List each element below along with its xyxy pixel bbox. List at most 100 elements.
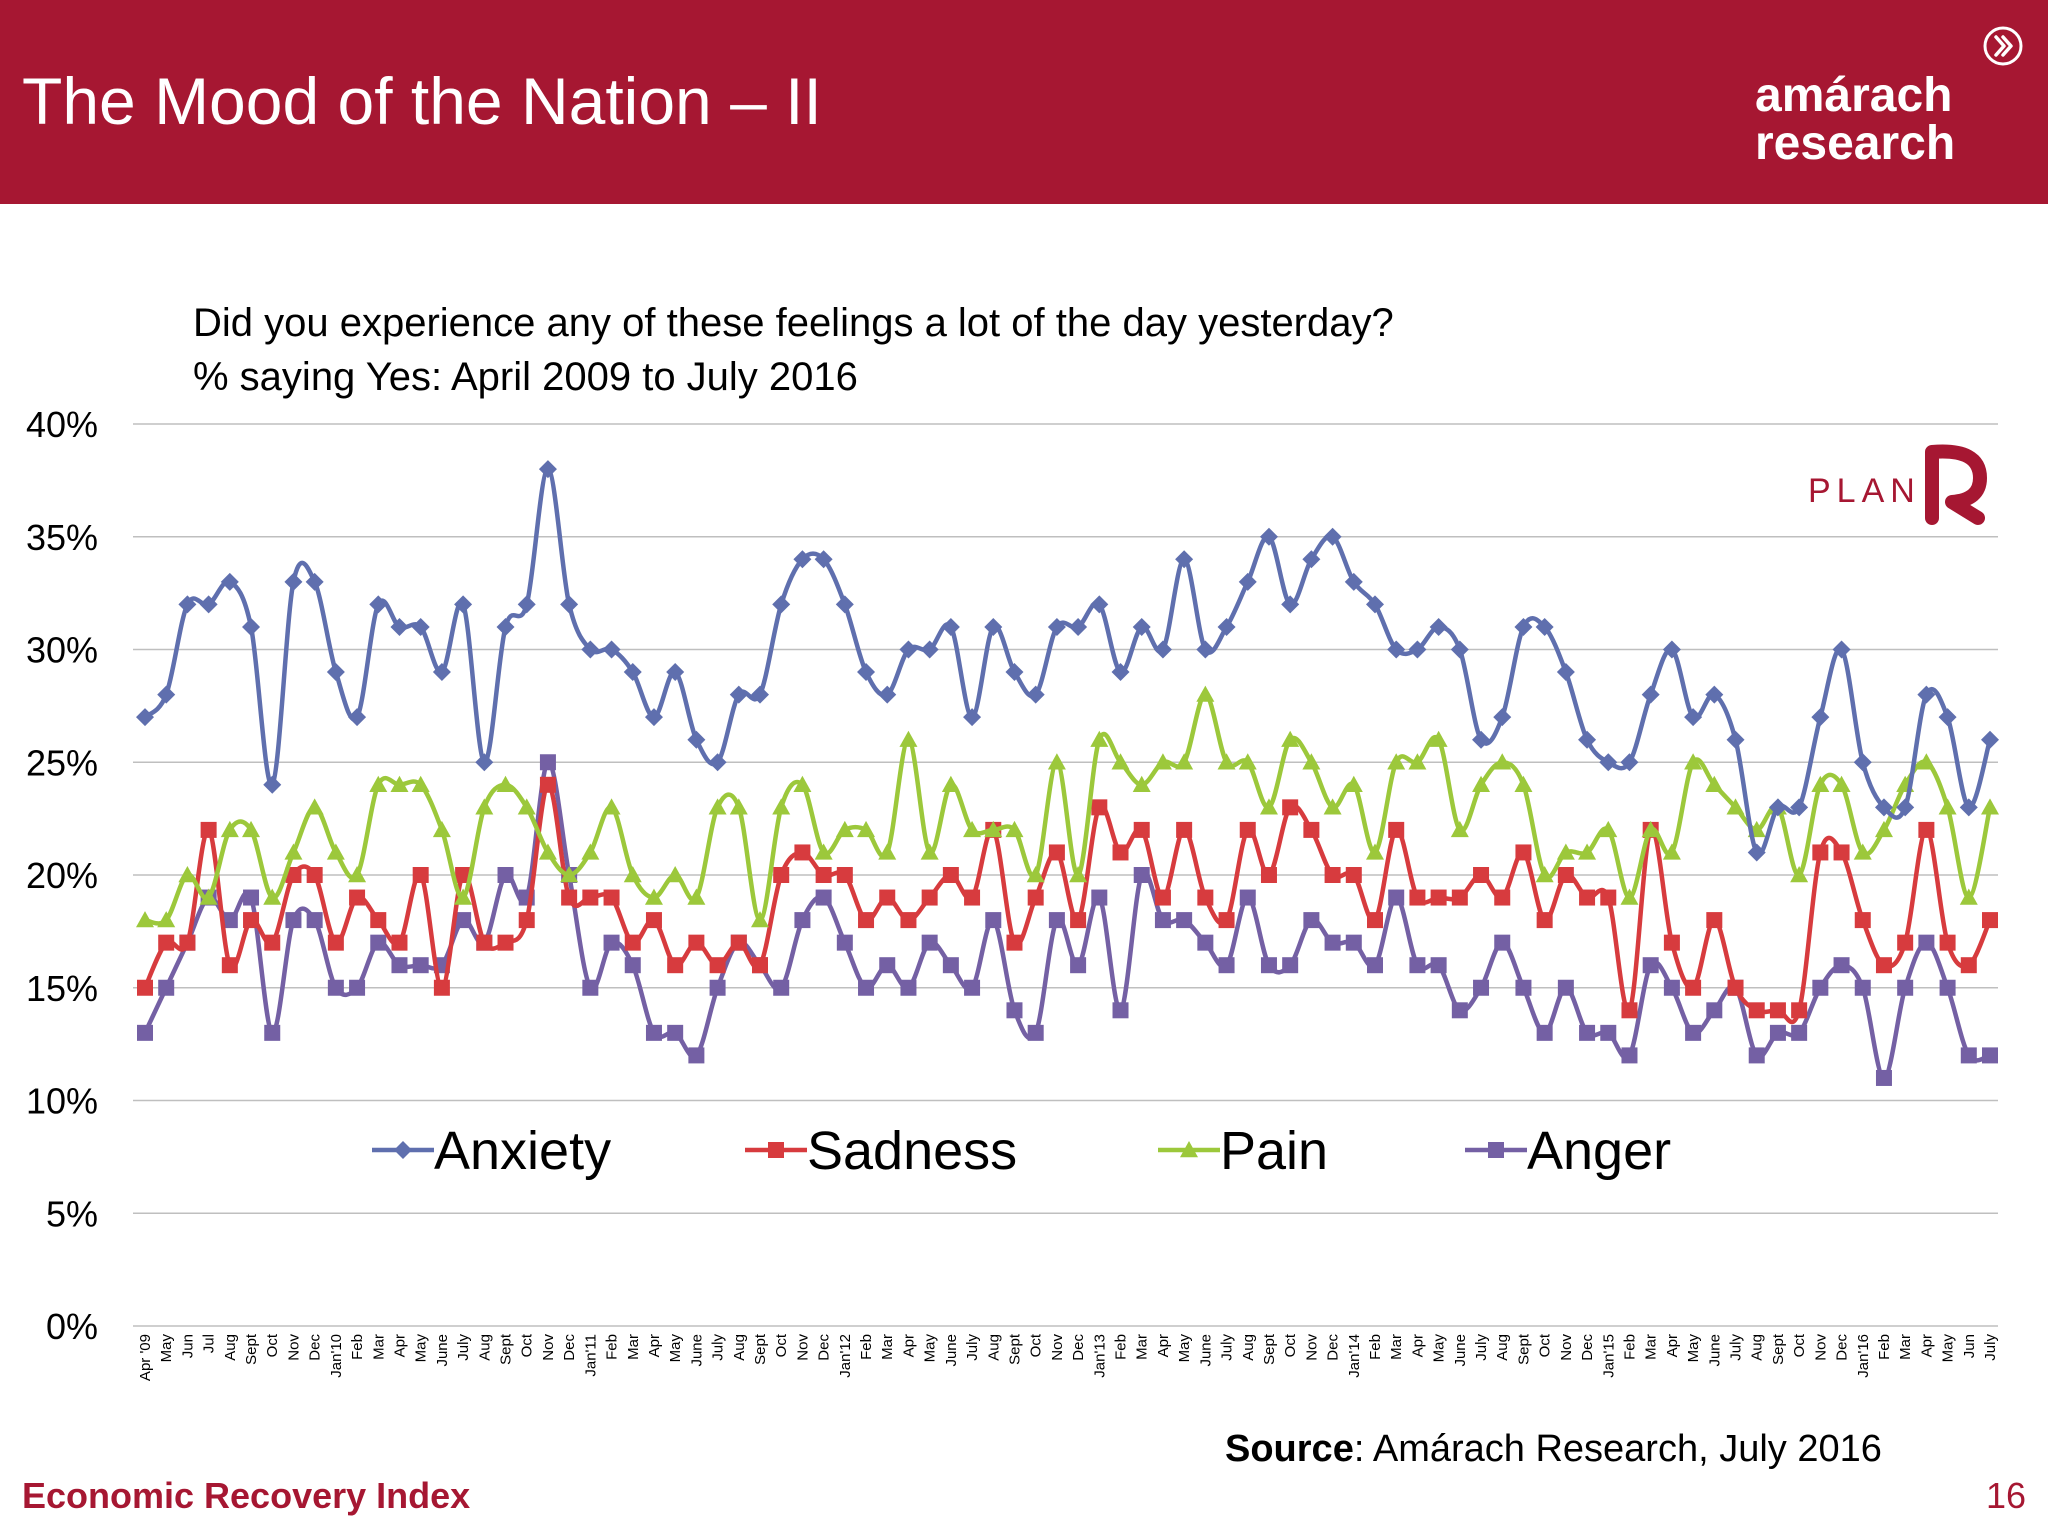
data-point xyxy=(1897,979,1914,996)
x-tick-label: Feb xyxy=(1113,1334,1130,1360)
data-point xyxy=(645,912,662,929)
data-point xyxy=(1429,617,1448,636)
data-point xyxy=(1153,640,1172,659)
data-point xyxy=(772,798,791,815)
data-point xyxy=(1260,957,1277,974)
data-point xyxy=(1939,979,1956,996)
data-point xyxy=(709,957,726,974)
data-point xyxy=(1663,934,1680,951)
data-point xyxy=(942,957,959,974)
data-point xyxy=(963,708,982,727)
data-point xyxy=(1112,1002,1129,1019)
x-tick-label: Aug xyxy=(1494,1334,1511,1361)
data-point xyxy=(1175,753,1194,770)
data-point xyxy=(221,957,238,974)
x-tick-label: Nov xyxy=(1812,1334,1829,1361)
data-point xyxy=(433,979,450,996)
data-point xyxy=(709,979,726,996)
x-tick-label: Feb xyxy=(1621,1334,1638,1360)
data-point xyxy=(1579,889,1596,906)
data-point xyxy=(1175,550,1194,569)
x-tick-label: Oct xyxy=(1028,1333,1045,1357)
data-point xyxy=(538,460,557,479)
y-tick-label: 20% xyxy=(26,855,98,896)
data-point xyxy=(752,957,768,974)
data-point xyxy=(369,775,388,792)
data-point xyxy=(561,889,578,906)
data-point xyxy=(1938,708,1957,727)
data-point xyxy=(645,1024,662,1041)
data-point xyxy=(497,867,514,883)
data-point xyxy=(390,617,409,636)
y-tick-label: 0% xyxy=(46,1306,98,1347)
plan-logo-text: PLAN xyxy=(1808,472,1921,510)
data-point xyxy=(1238,572,1257,591)
data-point xyxy=(581,640,600,659)
x-tick-label: Nov xyxy=(1049,1334,1066,1361)
data-point xyxy=(1048,912,1065,929)
data-point xyxy=(1282,957,1299,974)
data-point xyxy=(1874,820,1893,838)
data-point xyxy=(137,1024,153,1041)
x-tick-label: Jan'12 xyxy=(837,1334,854,1378)
data-point xyxy=(920,843,939,860)
x-tick-label: Nov xyxy=(540,1334,557,1361)
data-point xyxy=(1430,957,1447,974)
data-point xyxy=(1090,730,1109,747)
data-point xyxy=(941,617,960,636)
data-point xyxy=(432,663,451,682)
x-tick-label: Aug xyxy=(1749,1334,1766,1361)
data-point xyxy=(794,844,811,861)
data-point xyxy=(858,912,875,929)
data-point xyxy=(1091,799,1108,816)
data-point xyxy=(1832,640,1851,659)
data-point xyxy=(1959,798,1978,817)
x-tick-label: Jul xyxy=(201,1334,218,1353)
data-point xyxy=(1027,1024,1044,1041)
data-point xyxy=(390,775,409,792)
data-point xyxy=(327,979,344,996)
data-point xyxy=(243,912,260,929)
data-point xyxy=(1684,753,1703,770)
data-point xyxy=(1069,617,1088,636)
x-tick-label: Oct xyxy=(773,1333,790,1357)
data-point xyxy=(623,663,642,682)
x-tick-label: Apr xyxy=(1409,1334,1426,1357)
data-point xyxy=(1599,753,1618,772)
series-line-anxiety xyxy=(143,466,1993,857)
x-tick-label: Apr xyxy=(1918,1334,1935,1357)
x-tick-label: Feb xyxy=(604,1334,621,1360)
data-point xyxy=(1982,912,1998,929)
data-point xyxy=(1918,821,1935,838)
data-point xyxy=(1302,550,1321,569)
data-point xyxy=(1768,798,1787,817)
data-point xyxy=(1536,1024,1553,1041)
data-point xyxy=(284,572,303,591)
data-point xyxy=(284,843,303,860)
data-point xyxy=(815,889,832,906)
data-point xyxy=(370,912,387,929)
data-point xyxy=(1621,1047,1638,1064)
footer-title: Economic Recovery Index xyxy=(22,1475,471,1516)
y-tick-label: 5% xyxy=(46,1193,98,1234)
data-point xyxy=(1366,843,1384,860)
data-point xyxy=(1493,753,1512,770)
source-label: Source xyxy=(1225,1428,1354,1470)
data-point xyxy=(1726,730,1745,749)
data-point xyxy=(708,798,727,815)
data-point xyxy=(1324,934,1341,951)
data-point xyxy=(1344,572,1363,591)
data-point xyxy=(199,888,218,905)
data-point xyxy=(1791,1024,1808,1041)
x-tick-label: July xyxy=(1728,1334,1745,1361)
data-point xyxy=(348,708,367,727)
x-tick-label: Oct xyxy=(264,1333,281,1357)
x-tick-label: May xyxy=(1940,1334,1957,1363)
data-point xyxy=(1875,1069,1892,1086)
x-tick-label: Oct xyxy=(1282,1333,1299,1357)
data-point xyxy=(963,820,982,838)
legend-item-sadness: Sadness xyxy=(745,1121,1017,1181)
data-point xyxy=(475,753,494,772)
data-point xyxy=(221,912,238,929)
legend-label: Sadness xyxy=(807,1121,1017,1181)
